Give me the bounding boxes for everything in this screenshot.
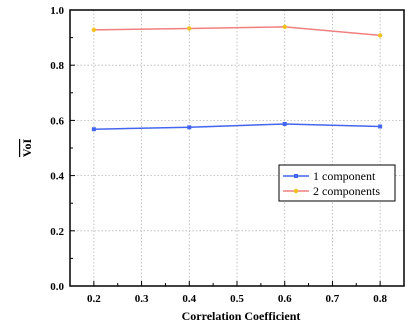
series-line [93, 123, 381, 130]
x-tick-label: 0.5 [230, 293, 244, 305]
y-tick-label: 0.2 [50, 226, 64, 238]
series-1 [91, 121, 383, 132]
data-point [91, 127, 96, 132]
x-tick-label: 0.6 [278, 293, 292, 305]
legend-marker [293, 188, 299, 194]
y-tick-label: 0.4 [50, 171, 64, 183]
x-tick-label: 0.4 [182, 293, 196, 305]
y-tick-label: 1.0 [50, 5, 64, 17]
y-tick-label: 0.6 [50, 115, 64, 127]
x-axis-title: Correlation Coefficient [182, 309, 301, 323]
axis-tick-labels: 0.2 0.3 0.4 0.5 0.6 0.7 0.8 0.0 0.2 0.4 0.6 0.8 1.0 [50, 5, 387, 305]
series-line [93, 26, 381, 37]
data-point [282, 24, 287, 30]
y-tick-label: 0.8 [50, 60, 64, 72]
y-tick-label: 0.0 [50, 281, 64, 293]
data-point [187, 125, 192, 130]
legend-label: 2 components [313, 184, 380, 198]
legend-entry: 1 component [283, 169, 376, 183]
x-tick-label: 0.8 [373, 293, 387, 305]
series-layer [91, 24, 383, 132]
data-point [91, 27, 97, 33]
series-2 [91, 24, 383, 38]
y-axis-title: VoI [20, 139, 34, 158]
legend-label: 1 component [313, 169, 376, 183]
data-point [378, 124, 383, 129]
legend-marker [294, 174, 298, 178]
legend-entry: 2 components [283, 184, 380, 198]
data-point [282, 121, 287, 126]
legend-box [278, 164, 396, 202]
x-tick-label: 0.3 [135, 293, 149, 305]
grid-lines [70, 10, 404, 286]
x-tick-label: 0.2 [87, 293, 101, 305]
x-tick-label: 0.7 [326, 293, 340, 305]
data-point [187, 26, 192, 31]
axis-ticks [70, 9, 381, 287]
data-point [377, 33, 383, 38]
